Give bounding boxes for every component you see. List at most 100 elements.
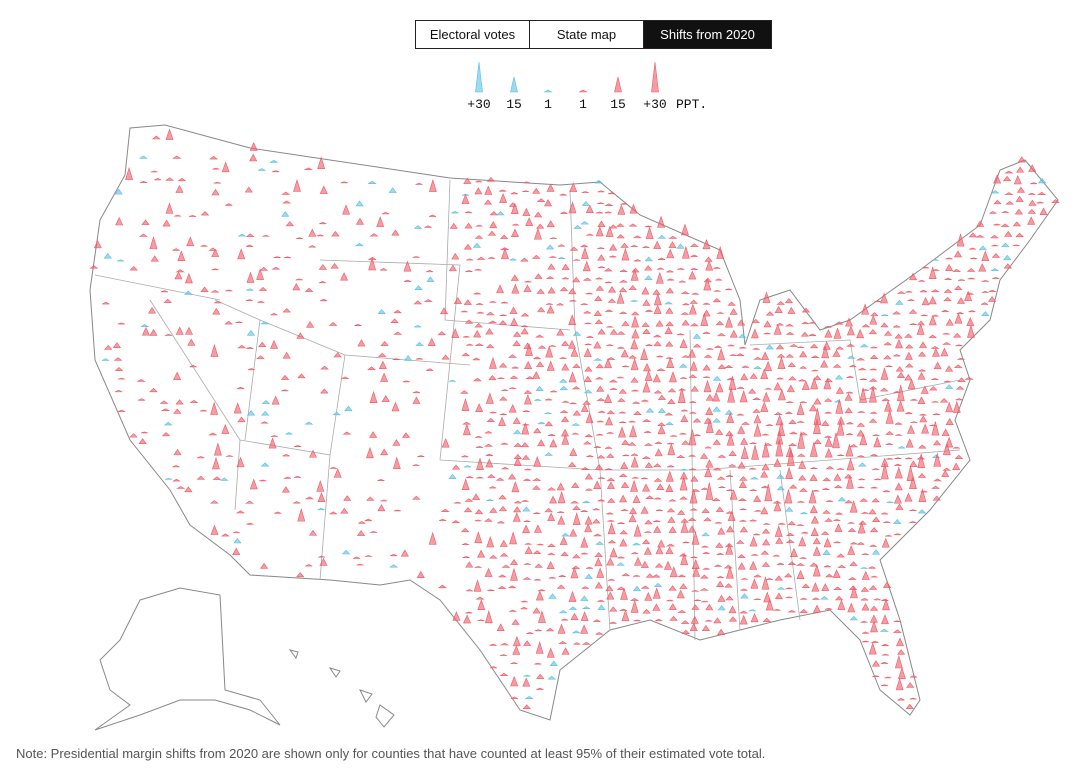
county-shift: [513, 457, 522, 466]
county-shift: [369, 431, 378, 438]
county-shift: [512, 223, 520, 226]
county-shift: [813, 604, 821, 613]
county-shift: [259, 266, 269, 271]
county-shift: [705, 260, 714, 271]
county-shift: [645, 495, 655, 499]
county-shift: [520, 606, 528, 610]
tab[interactable]: Shifts from 2020: [644, 21, 771, 48]
county-shift: [928, 314, 937, 326]
tab[interactable]: State map: [530, 21, 644, 48]
county-shift: [668, 499, 677, 502]
county-shift: [682, 541, 690, 544]
county-shift: [919, 415, 928, 423]
county-shift: [796, 402, 805, 415]
county-shift: [681, 319, 690, 326]
county-shift: [214, 300, 222, 304]
county-shift: [340, 272, 349, 281]
county-shift: [269, 159, 279, 163]
county-shift: [536, 223, 545, 229]
county-shift: [511, 283, 520, 294]
county-shift: [560, 416, 570, 422]
county-shift: [343, 495, 352, 501]
county-shift: [775, 344, 785, 350]
county-shift: [813, 418, 821, 434]
county-shift: [172, 248, 180, 251]
county-shift: [380, 340, 389, 347]
tab[interactable]: Electoral votes: [416, 21, 530, 48]
county-shift: [706, 347, 714, 350]
county-shift: [604, 203, 614, 207]
county-shift: [366, 446, 374, 459]
county-shift: [725, 430, 734, 437]
county-shift: [245, 299, 253, 302]
county-shift: [856, 429, 865, 437]
county-shift: [714, 564, 722, 567]
county-shift: [508, 354, 517, 358]
county-shift: [606, 512, 614, 515]
county-shift: [461, 542, 470, 546]
county-shift: [703, 379, 712, 393]
county-shift: [606, 431, 614, 434]
county-shift: [642, 483, 651, 492]
county-shift: [580, 595, 589, 601]
county-shift: [957, 377, 966, 383]
county-shift: [749, 442, 757, 445]
county-shift: [868, 642, 877, 655]
county-shift: [823, 377, 832, 390]
county-shift: [596, 567, 605, 578]
county-shift: [773, 501, 782, 512]
county-shift: [618, 279, 629, 283]
county-shift: [668, 241, 677, 249]
county-shift: [874, 300, 882, 303]
county-shift: [631, 476, 640, 479]
county-shift: [952, 462, 961, 471]
county-shift: [559, 357, 567, 359]
legend-symbol: [543, 89, 553, 93]
county-shift: [333, 352, 342, 358]
state-lines: [94, 179, 961, 641]
county-shift: [715, 542, 724, 548]
county-shift: [761, 433, 769, 436]
county-shift: [655, 271, 664, 284]
county-shift: [954, 285, 963, 290]
county-shift: [868, 585, 878, 590]
county-shift: [680, 291, 690, 295]
county-shift: [597, 190, 605, 193]
county-shift: [885, 457, 894, 460]
county-shift: [785, 587, 793, 590]
county-shift: [845, 443, 854, 457]
county-shift: [712, 439, 721, 445]
county-shift: [952, 400, 961, 413]
county-shift: [676, 589, 685, 599]
county-shift: [821, 345, 830, 359]
county-shift: [801, 380, 810, 390]
county-shift: [886, 501, 894, 503]
county-shift: [532, 187, 541, 194]
county-shift: [909, 475, 917, 490]
county-shift: [547, 512, 556, 521]
county-shift: [597, 202, 605, 205]
county-shift: [510, 202, 519, 215]
county-shift: [606, 453, 615, 458]
county-shift: [161, 432, 171, 437]
county-shift: [295, 237, 303, 240]
county-shift: [884, 534, 893, 537]
county-shift: [869, 314, 878, 325]
county-shift: [699, 452, 709, 459]
county-shift: [593, 446, 602, 448]
county-shift: [776, 473, 785, 479]
county-shift: [511, 228, 519, 237]
county-shift: [476, 311, 485, 314]
county-shift: [511, 618, 520, 625]
county-shift: [642, 328, 651, 334]
county-shift: [763, 332, 771, 335]
county-shift: [739, 614, 748, 625]
county-shift: [393, 331, 403, 335]
county-shift: [895, 366, 904, 372]
county-shift: [448, 264, 457, 272]
county-shift: [592, 533, 603, 537]
county-shift: [954, 312, 963, 324]
county-shift: [928, 296, 937, 305]
county-shift: [740, 445, 749, 459]
county-shift: [689, 360, 698, 371]
